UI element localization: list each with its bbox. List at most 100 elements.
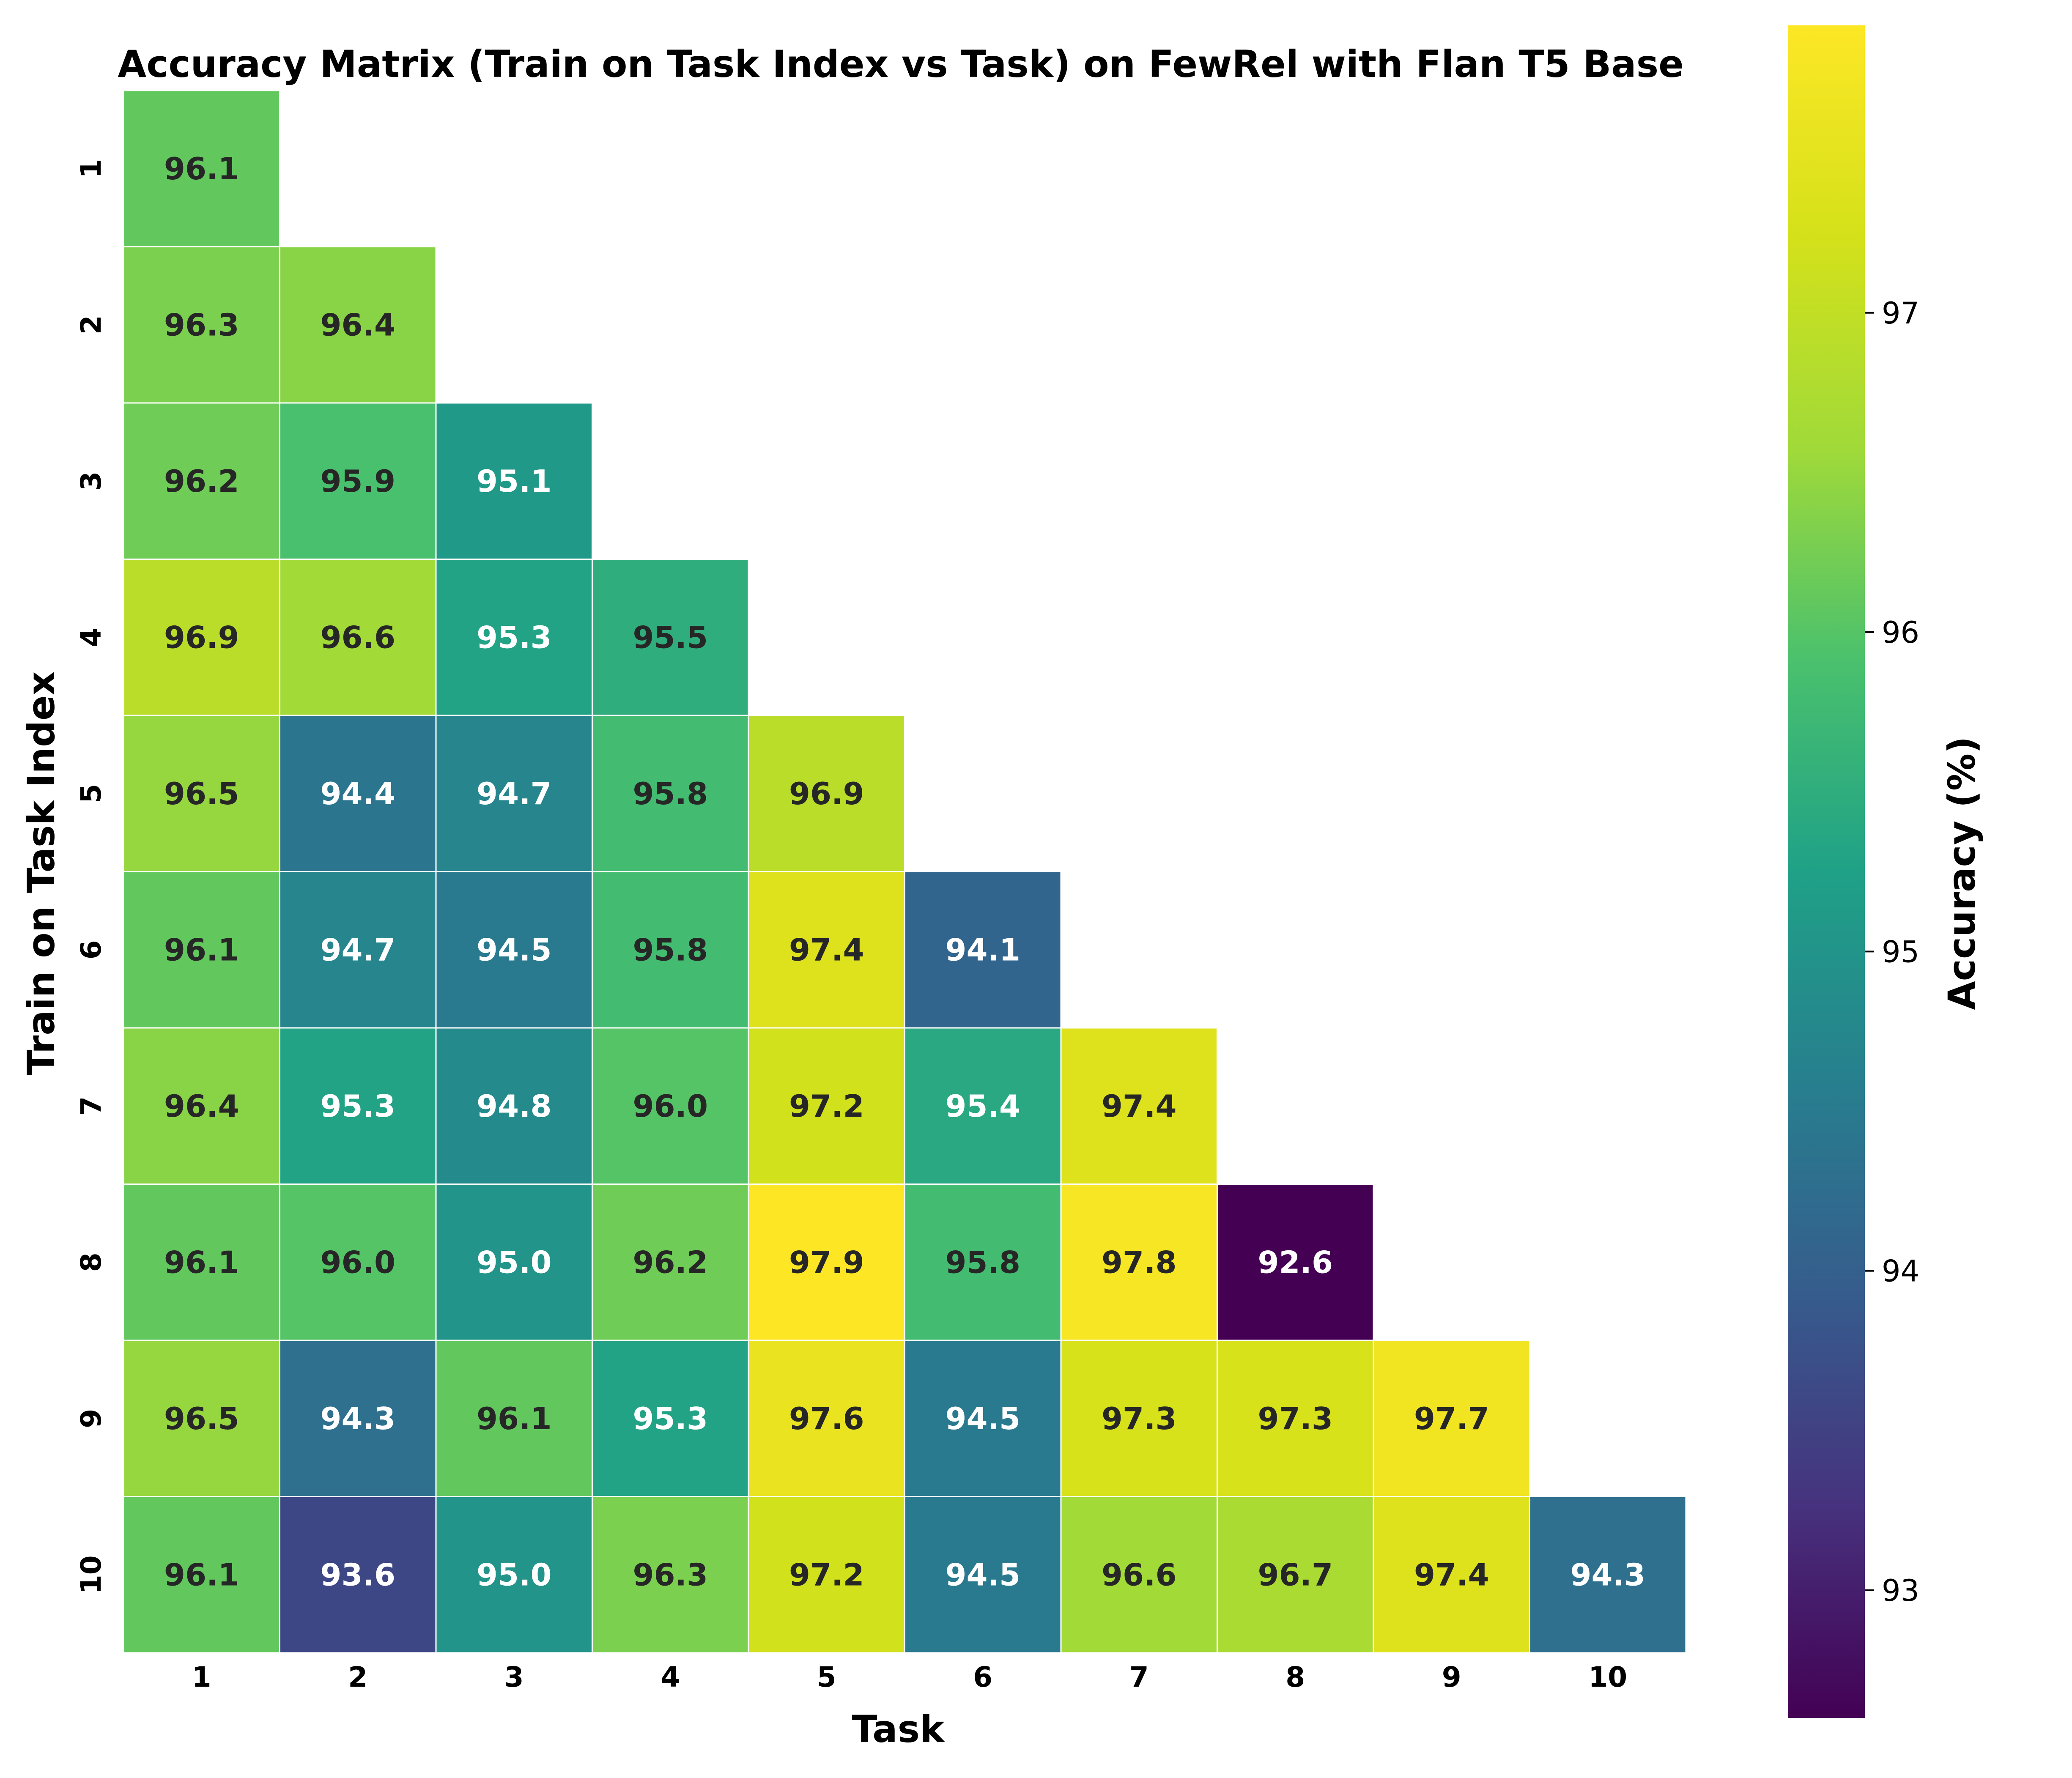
cell-value-label: 97.3	[1102, 1401, 1177, 1436]
heatmap-cell	[1060, 1027, 1218, 1185]
heatmap-cell	[279, 871, 437, 1029]
heatmap-cell	[1217, 1496, 1374, 1654]
heatmap-cell	[592, 559, 749, 716]
cell-value-label: 96.1	[164, 1244, 239, 1280]
cell-value-label: 96.2	[633, 1244, 708, 1280]
cell-value-label: 96.1	[477, 1401, 552, 1436]
y-tick-label: 6	[75, 940, 107, 959]
heatmap-cell	[123, 1496, 280, 1654]
colorbar-tick-label: 93	[1882, 1573, 1919, 1608]
heatmap-cell	[748, 715, 905, 872]
heatmap-cell	[279, 246, 437, 404]
heatmap-cell	[435, 1340, 593, 1497]
cell-value-label: 94.8	[477, 1088, 552, 1124]
heatmap-cell	[123, 1027, 280, 1185]
x-tick-label: 6	[973, 1661, 992, 1693]
cell-value-label: 97.4	[789, 932, 864, 967]
cell-value-label: 95.1	[477, 463, 552, 499]
heatmap-cell	[592, 1496, 749, 1654]
x-tick-label: 2	[348, 1661, 367, 1693]
cell-value-label: 95.3	[320, 1088, 395, 1124]
cell-value-label: 95.8	[633, 776, 708, 811]
y-tick-label: 1	[75, 159, 107, 178]
heatmap-cell	[279, 559, 437, 716]
cell-value-label: 97.2	[789, 1088, 864, 1124]
cell-value-label: 97.8	[1102, 1244, 1177, 1280]
cell-value-label: 92.6	[1258, 1244, 1333, 1280]
cell-value-label: 93.6	[320, 1557, 395, 1592]
x-tick-labels: 1 2 3 4 5 6 7 8 9 10	[192, 1661, 1627, 1693]
cell-value-label: 95.8	[945, 1244, 1020, 1280]
heatmap-cell	[592, 871, 749, 1029]
cell-value-label: 94.4	[320, 776, 395, 811]
heatmap-cell	[592, 715, 749, 872]
cell-value-label: 97.6	[789, 1401, 864, 1436]
x-tick-label: 8	[1285, 1661, 1305, 1693]
heatmap-cell	[123, 90, 280, 247]
cell-value-label: 97.2	[789, 1557, 864, 1592]
heatmap-cell	[123, 1340, 280, 1497]
x-tick-label: 3	[504, 1661, 524, 1693]
cell-value-label: 96.0	[320, 1244, 395, 1280]
y-tick-label: 10	[75, 1555, 107, 1594]
heatmap-cell	[1373, 1340, 1530, 1497]
cell-value-label: 96.1	[164, 932, 239, 967]
cell-value-label: 95.9	[320, 463, 395, 499]
x-axis-label: Task	[852, 1707, 946, 1751]
heatmap-cell	[904, 1496, 1062, 1654]
heatmap-cell	[279, 1496, 437, 1654]
heatmap-cell	[748, 871, 905, 1029]
colorbar-tick-label: 96	[1882, 615, 1919, 650]
heatmap-cell	[435, 1184, 593, 1341]
x-tick-label: 5	[817, 1661, 836, 1693]
cell-value-label: 96.1	[164, 151, 239, 186]
colorbar-tick-label: 95	[1882, 934, 1919, 969]
y-tick-label: 4	[75, 627, 107, 647]
cell-value-label: 95.0	[477, 1244, 552, 1280]
heatmap-cells: 96.1 96.3 96.4 96.2 95.9 95.1 96.9 96.6 95.3 95.5…	[123, 90, 1687, 1654]
heatmap-cell	[1373, 1496, 1530, 1654]
cell-value-label: 96.3	[633, 1557, 708, 1592]
y-tick-label: 2	[75, 315, 107, 334]
heatmap-cell	[123, 1184, 280, 1341]
heatmap-cell	[279, 1340, 437, 1497]
heatmap-cell	[279, 1027, 437, 1185]
cell-value-label: 95.8	[633, 932, 708, 967]
colorbar-tick-label: 97	[1882, 296, 1919, 331]
cell-value-label: 94.1	[945, 932, 1020, 967]
y-tick-label: 8	[75, 1252, 107, 1272]
heatmap-cell	[435, 402, 593, 560]
cell-value-label: 96.4	[164, 1088, 239, 1124]
heatmap-cell	[904, 871, 1062, 1029]
y-tick-label: 7	[75, 1096, 107, 1116]
cell-value-label: 95.4	[945, 1088, 1020, 1124]
x-tick-label: 7	[1129, 1661, 1149, 1693]
cell-value-label: 95.0	[477, 1557, 552, 1592]
cell-value-label: 96.0	[633, 1088, 708, 1124]
heatmap-cell	[1529, 1496, 1687, 1654]
cell-value-label: 96.3	[164, 307, 239, 342]
cell-value-label: 94.7	[477, 776, 552, 811]
heatmap-cell	[279, 402, 437, 560]
cell-value-label: 96.1	[164, 1557, 239, 1592]
heatmap-cell	[123, 246, 280, 404]
x-tick-label: 4	[661, 1661, 680, 1693]
cell-value-label: 96.4	[320, 307, 395, 342]
colorbar-label: Accuracy (%)	[1940, 737, 1984, 1010]
cell-value-label: 94.3	[1570, 1557, 1645, 1592]
heatmap-cell	[1060, 1340, 1218, 1497]
x-tick-label: 10	[1588, 1661, 1627, 1693]
heatmap-cell	[904, 1027, 1062, 1185]
cell-value-label: 96.2	[164, 463, 239, 499]
cell-value-label: 96.5	[164, 1401, 239, 1436]
y-axis-label: Train on Task Index	[19, 671, 63, 1075]
heatmap-cell	[748, 1496, 905, 1654]
cell-value-label: 95.5	[633, 619, 708, 655]
y-tick-labels: 1 2 3 4 5 6 7 8 9 10	[75, 159, 107, 1594]
cell-value-label: 97.3	[1258, 1401, 1333, 1436]
cell-value-label: 96.9	[789, 776, 864, 811]
y-tick-label: 5	[75, 784, 107, 803]
heatmap-cell	[279, 715, 437, 872]
cell-value-label: 94.3	[320, 1401, 395, 1436]
